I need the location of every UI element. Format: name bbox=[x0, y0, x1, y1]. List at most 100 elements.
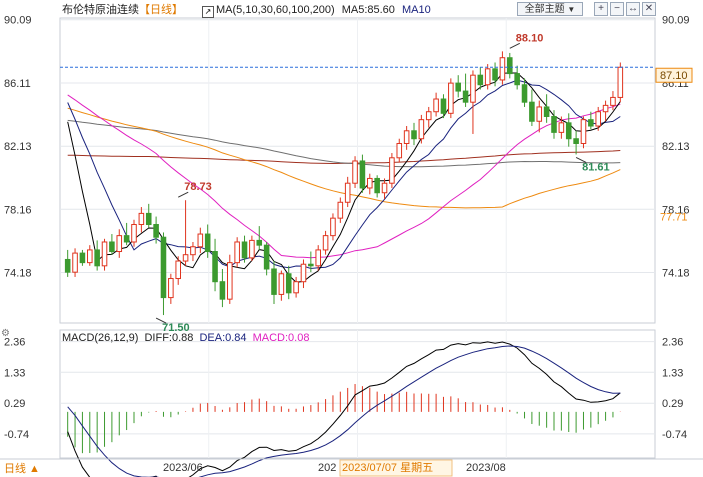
candle-down bbox=[109, 241, 115, 253]
candle-down bbox=[271, 268, 277, 295]
annotation-leader bbox=[155, 317, 167, 324]
ma30-line bbox=[67, 94, 621, 259]
candle-up bbox=[168, 278, 174, 299]
date-label-aug: 2023/08 bbox=[466, 462, 506, 474]
candle-up bbox=[138, 212, 145, 226]
macd-tick-left: 0.29 bbox=[4, 398, 25, 410]
candle-down bbox=[160, 236, 167, 299]
macd-params[interactable]: MACD(26,12,9) bbox=[62, 332, 139, 344]
candle-down bbox=[212, 251, 218, 283]
candle-up bbox=[580, 119, 587, 144]
panel-toggle-icon[interactable]: ⚙ bbox=[1, 328, 10, 339]
candle-up bbox=[322, 235, 329, 251]
macd-tick-right: -0.74 bbox=[662, 429, 687, 441]
period-tag[interactable]: 【日线】 bbox=[139, 4, 183, 16]
candle-up bbox=[403, 130, 410, 144]
candle-up bbox=[300, 263, 307, 283]
zoom-out-icon[interactable]: − bbox=[610, 2, 624, 16]
close-icon[interactable]: ✕ bbox=[642, 2, 656, 16]
instrument-title: 布伦特原油连续【日线】 bbox=[62, 3, 183, 17]
annotation-leader bbox=[575, 157, 587, 163]
period-selector[interactable]: 日线 ▲ bbox=[4, 463, 40, 475]
candle-up bbox=[595, 111, 601, 127]
macd-tick-right: 0.29 bbox=[662, 398, 683, 410]
candle-down bbox=[153, 224, 159, 238]
price-tick-right: 82.13 bbox=[662, 141, 690, 153]
candle-up bbox=[182, 254, 189, 262]
price-tick-left: 74.18 bbox=[4, 267, 32, 279]
candle-down bbox=[359, 160, 366, 189]
candle-up bbox=[293, 281, 299, 294]
ma-params[interactable]: MA(5,10,30,60,100,200) bbox=[216, 4, 335, 16]
price-tick-left: 86.11 bbox=[4, 78, 31, 90]
candle-up bbox=[558, 122, 565, 133]
candle-down bbox=[374, 177, 380, 194]
instrument-name: 布伦特原油连续 bbox=[62, 4, 139, 16]
date-label-jun: 2023/06 bbox=[163, 462, 203, 474]
candle-down bbox=[411, 130, 417, 140]
candle-down bbox=[440, 98, 447, 114]
ma-settings-icon[interactable]: ↗ bbox=[202, 6, 214, 18]
candle-up bbox=[131, 224, 137, 243]
ma100-line bbox=[67, 119, 621, 168]
macd-legend: MACD(26,12,9) DIFF:0.88 DEA:0.84 MACD:0.… bbox=[62, 331, 309, 345]
candle-up bbox=[330, 217, 336, 237]
candle-up bbox=[433, 98, 439, 113]
ma-legend: ↗ MA(5,10,30,60,100,200) MA5:85.60 MA10 bbox=[202, 3, 431, 18]
candle-down bbox=[588, 119, 594, 127]
zoom-in-icon[interactable]: + bbox=[594, 2, 608, 16]
candle-up bbox=[116, 235, 123, 253]
candle-down bbox=[263, 244, 270, 270]
candle-down bbox=[573, 138, 579, 144]
candle-down bbox=[79, 252, 86, 264]
candle-up bbox=[101, 241, 108, 267]
topic-dropdown[interactable]: 全部主题 ▼ bbox=[517, 2, 583, 16]
annotation-leader bbox=[509, 42, 521, 49]
candle-down bbox=[565, 122, 572, 140]
annotation-leader bbox=[177, 191, 189, 198]
candle-down bbox=[64, 258, 71, 273]
dea-line bbox=[67, 345, 621, 477]
annotation-label: 71.50 bbox=[162, 322, 190, 334]
ma10-value: MA10 bbox=[401, 4, 431, 16]
macd-value: MACD:0.08 bbox=[252, 332, 310, 344]
macd-tick-right: 2.36 bbox=[662, 337, 683, 349]
ma5-value: MA5:85.60 bbox=[341, 4, 395, 16]
candle-up bbox=[448, 82, 454, 114]
candle-down bbox=[507, 57, 513, 75]
price-annotations: 88.10 78.73 71.50 81.61 bbox=[155, 32, 610, 334]
annotation-label: 78.73 bbox=[184, 181, 212, 193]
pan-icon[interactable]: ↔ bbox=[626, 2, 640, 16]
candle-up bbox=[197, 233, 204, 248]
price-tick-left: 78.16 bbox=[4, 204, 32, 216]
candle-down bbox=[529, 101, 535, 122]
candle-down bbox=[477, 74, 484, 86]
date-label-cursor-prefix: 202 bbox=[318, 462, 337, 474]
last-price-box bbox=[655, 67, 693, 83]
annotation-label: 81.61 bbox=[582, 161, 610, 173]
candle-down bbox=[123, 235, 130, 243]
candle-up bbox=[536, 106, 543, 122]
macd-tick-left: 1.33 bbox=[4, 367, 25, 379]
candle-up bbox=[344, 182, 351, 203]
price-tick-left: 82.13 bbox=[4, 141, 32, 153]
crosshair-date-box bbox=[339, 459, 453, 477]
candle-up bbox=[72, 252, 78, 273]
candle-down bbox=[543, 106, 550, 117]
candle-up bbox=[87, 249, 93, 264]
candle-down bbox=[145, 212, 152, 226]
annotation-label: 88.10 bbox=[516, 32, 544, 44]
candle-down bbox=[94, 249, 100, 267]
candle-up bbox=[617, 66, 624, 98]
candle-down bbox=[492, 68, 498, 81]
candle-up bbox=[484, 68, 491, 86]
candle-down bbox=[551, 115, 557, 133]
price-tick-right: 78.16 bbox=[662, 204, 690, 216]
candle-up bbox=[175, 260, 181, 280]
ma5-line bbox=[67, 72, 621, 283]
grid bbox=[60, 18, 655, 458]
candle-up bbox=[315, 249, 321, 267]
candle-down bbox=[514, 73, 520, 86]
candle-up bbox=[367, 177, 373, 189]
